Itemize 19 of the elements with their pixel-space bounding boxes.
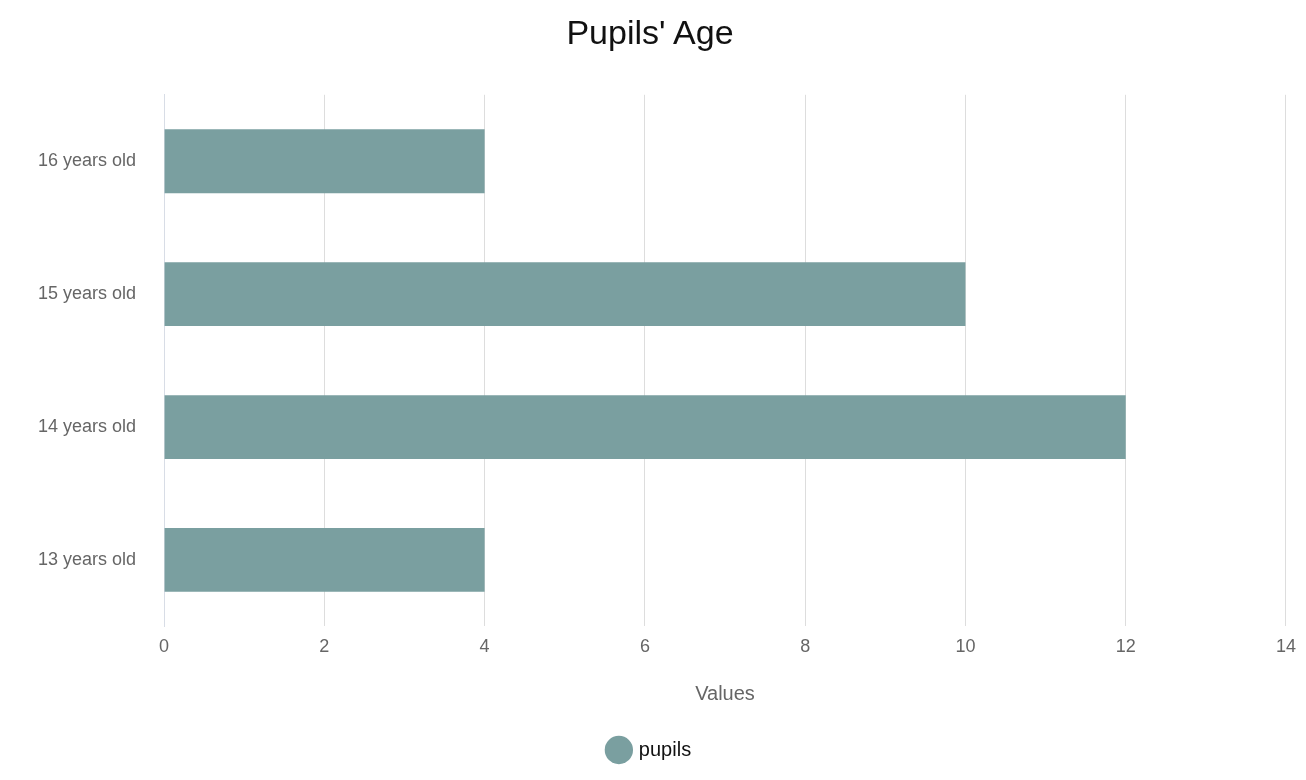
chart-title: Pupils' Age [566, 12, 734, 51]
x-tick-label: 10 [955, 636, 976, 657]
bar [164, 395, 1126, 459]
x-tick-label: 0 [159, 636, 170, 657]
x-tick-label: 8 [800, 636, 811, 657]
bar [164, 129, 485, 194]
x-tick-label: 12 [1115, 636, 1136, 657]
legend-label: pupils [638, 737, 692, 760]
x-axis-title: Values [695, 681, 755, 704]
bar [164, 262, 966, 327]
y-tick-label: 13 years old [38, 548, 137, 569]
y-tick-label: 16 years old [38, 150, 137, 171]
x-tick-label: 2 [319, 636, 330, 657]
x-tick-label: 4 [479, 636, 490, 657]
x-tick-label: 14 [1275, 636, 1296, 657]
bar [164, 528, 485, 592]
x-tick-label: 6 [639, 636, 650, 657]
y-tick-label: 14 years old [38, 416, 137, 437]
y-tick-label: 15 years old [38, 283, 137, 304]
